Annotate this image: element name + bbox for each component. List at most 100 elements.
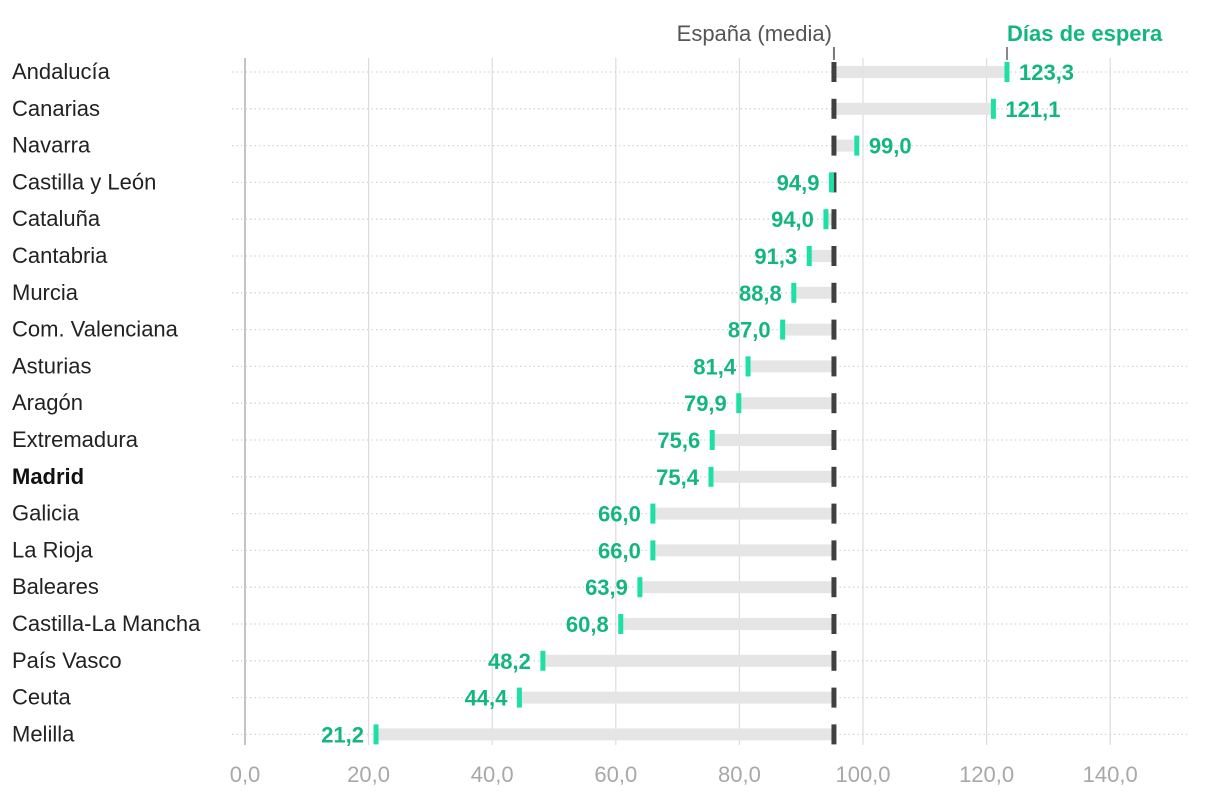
value-label: 121,1 xyxy=(1005,97,1060,122)
value-marker xyxy=(516,687,522,708)
range-bar xyxy=(833,139,857,152)
value-marker xyxy=(791,282,797,303)
value-label: 79,9 xyxy=(684,391,727,416)
range-bar xyxy=(782,323,834,336)
value-marker xyxy=(736,393,742,414)
range-bar xyxy=(809,250,834,262)
reference-marker xyxy=(831,650,837,671)
reference-marker xyxy=(831,577,837,598)
category-label: Aragón xyxy=(12,390,83,415)
reference-marker xyxy=(831,540,837,561)
reference-marker xyxy=(831,319,837,340)
reference-marker xyxy=(831,614,837,634)
range-bar xyxy=(710,470,834,483)
reference-marker xyxy=(831,393,837,414)
x-tick-label: 40,0 xyxy=(471,762,514,787)
value-marker xyxy=(373,724,379,745)
reference-label: España (media) xyxy=(677,21,832,46)
value-label: 87,0 xyxy=(728,318,771,343)
value-label: 48,2 xyxy=(488,649,531,674)
value-label: 99,0 xyxy=(869,134,912,159)
value-label: 94,9 xyxy=(777,170,820,195)
category-label: Melilla xyxy=(12,721,75,746)
reference-marker xyxy=(831,356,837,377)
range-bar xyxy=(825,213,834,226)
x-tick-label: 120,0 xyxy=(959,762,1014,787)
value-label: 81,4 xyxy=(693,354,737,379)
reference-marker xyxy=(831,135,837,156)
value-legend-label: Días de espera xyxy=(1007,21,1163,46)
value-label: 21,2 xyxy=(321,722,364,747)
reference-marker xyxy=(831,282,837,303)
category-label: Extremadura xyxy=(12,427,139,452)
value-marker xyxy=(828,172,834,193)
range-bar xyxy=(376,728,834,741)
category-label: Castilla-La Mancha xyxy=(12,611,201,636)
value-marker xyxy=(540,650,546,671)
value-marker xyxy=(650,540,656,561)
reference-marker xyxy=(831,466,837,487)
reference-marker xyxy=(831,724,837,745)
x-tick-label: 100,0 xyxy=(835,762,890,787)
x-tick-label: 60,0 xyxy=(594,762,637,787)
category-label: La Rioja xyxy=(12,537,93,562)
value-marker xyxy=(618,614,624,634)
value-label: 66,0 xyxy=(598,538,641,563)
category-label: Castilla y León xyxy=(12,169,156,194)
range-bar xyxy=(833,66,1007,78)
category-label: Galicia xyxy=(12,501,80,526)
x-tick-label: 140,0 xyxy=(1083,762,1138,787)
value-label: 88,8 xyxy=(739,281,782,306)
x-tick-label: 0,0 xyxy=(230,762,261,787)
value-label: 66,0 xyxy=(598,502,641,527)
category-label: Canarias xyxy=(12,96,100,121)
value-label: 75,4 xyxy=(656,465,700,490)
value-label: 123,3 xyxy=(1019,60,1074,85)
reference-marker xyxy=(831,246,837,266)
value-label: 60,8 xyxy=(566,612,609,637)
range-bar xyxy=(652,544,834,557)
range-bar xyxy=(738,397,834,410)
reference-marker xyxy=(831,503,837,524)
value-marker xyxy=(708,466,714,487)
category-label: País Vasco xyxy=(12,648,122,673)
value-marker xyxy=(990,98,996,119)
reference-marker xyxy=(831,209,837,230)
value-label: 63,9 xyxy=(585,575,628,600)
value-marker xyxy=(1004,62,1010,82)
x-tick-label: 20,0 xyxy=(347,762,390,787)
value-label: 94,0 xyxy=(771,207,814,232)
range-bar xyxy=(652,507,834,520)
value-marker xyxy=(854,135,860,156)
range-bar xyxy=(833,102,994,115)
range-bar xyxy=(639,581,834,594)
reference-marker xyxy=(831,687,837,708)
value-label: 75,6 xyxy=(657,428,700,453)
range-bar xyxy=(793,286,834,299)
reference-marker xyxy=(831,98,837,119)
value-marker xyxy=(806,246,812,266)
category-label: Cataluña xyxy=(12,206,101,231)
category-label: Ceuta xyxy=(12,685,71,710)
range-bar xyxy=(748,360,834,373)
category-label: Baleares xyxy=(12,574,99,599)
reference-marker xyxy=(831,62,837,82)
category-label: Asturias xyxy=(12,353,91,378)
value-label: 91,3 xyxy=(754,244,797,269)
reference-marker xyxy=(831,430,837,450)
value-marker xyxy=(780,319,786,340)
category-label: Madrid xyxy=(12,464,84,489)
category-label: Cantabria xyxy=(12,243,108,268)
value-marker xyxy=(823,209,829,230)
value-marker xyxy=(745,356,751,377)
range-bar xyxy=(519,691,834,704)
range-bar xyxy=(712,434,834,446)
x-tick-label: 80,0 xyxy=(718,762,761,787)
category-label: Andalucía xyxy=(12,59,111,84)
range-bar xyxy=(620,618,834,630)
value-marker xyxy=(637,577,643,598)
value-marker xyxy=(709,430,715,450)
value-marker xyxy=(650,503,656,524)
